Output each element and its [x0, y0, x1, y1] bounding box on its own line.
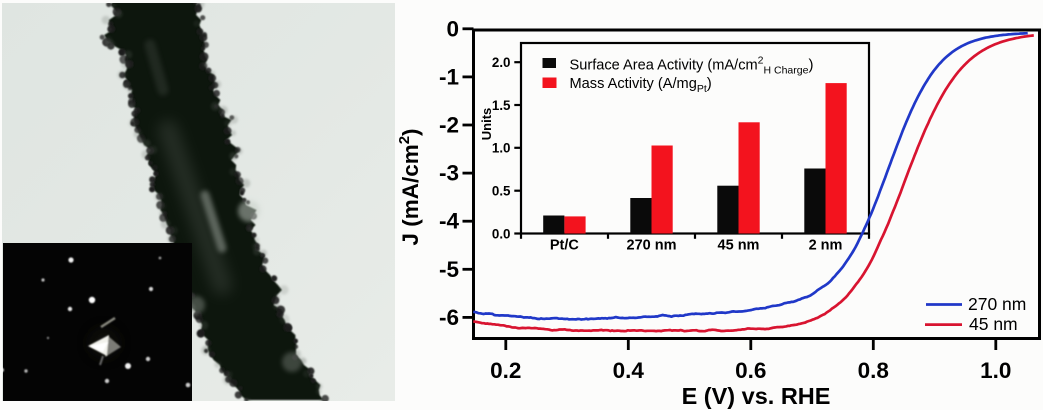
svg-text:-4: -4 — [439, 209, 459, 234]
svg-text:0.8: 0.8 — [858, 358, 889, 383]
svg-text:0.0: 0.0 — [492, 226, 511, 241]
svg-text:270 nm: 270 nm — [968, 294, 1026, 314]
svg-text:0.2: 0.2 — [490, 358, 521, 383]
svg-text:Units: Units — [479, 108, 494, 141]
svg-text:-5: -5 — [439, 257, 459, 282]
svg-text:1.5: 1.5 — [492, 98, 511, 113]
svg-text:0.5: 0.5 — [492, 184, 511, 199]
svg-text:45 nm: 45 nm — [969, 314, 1018, 334]
svg-text:2 nm: 2 nm — [809, 238, 843, 254]
svg-text:Mass Activity (A/mgPt): Mass Activity (A/mgPt) — [570, 75, 712, 95]
svg-text:1.0: 1.0 — [492, 141, 511, 156]
svg-text:2.0: 2.0 — [492, 55, 511, 70]
svg-text:-3: -3 — [439, 161, 459, 186]
svg-text:-2: -2 — [439, 113, 459, 138]
svg-text:270 nm: 270 nm — [627, 238, 677, 254]
svg-text:0.4: 0.4 — [613, 358, 645, 383]
svg-text:E (V) vs. RHE: E (V) vs. RHE — [682, 383, 831, 409]
svg-text:-1: -1 — [439, 64, 459, 89]
svg-text:Surface Area Activity (mA/cm2H: Surface Area Activity (mA/cm2H Charge) — [570, 55, 814, 77]
svg-text:J (mA/cm2): J (mA/cm2) — [396, 128, 423, 245]
svg-text:45 nm: 45 nm — [718, 238, 760, 254]
svg-text:0: 0 — [446, 16, 459, 41]
svg-text:1.0: 1.0 — [980, 358, 1011, 383]
svg-text:Pt/C: Pt/C — [550, 238, 580, 254]
svg-text:-6: -6 — [439, 305, 459, 330]
svg-text:0.6: 0.6 — [735, 358, 766, 383]
